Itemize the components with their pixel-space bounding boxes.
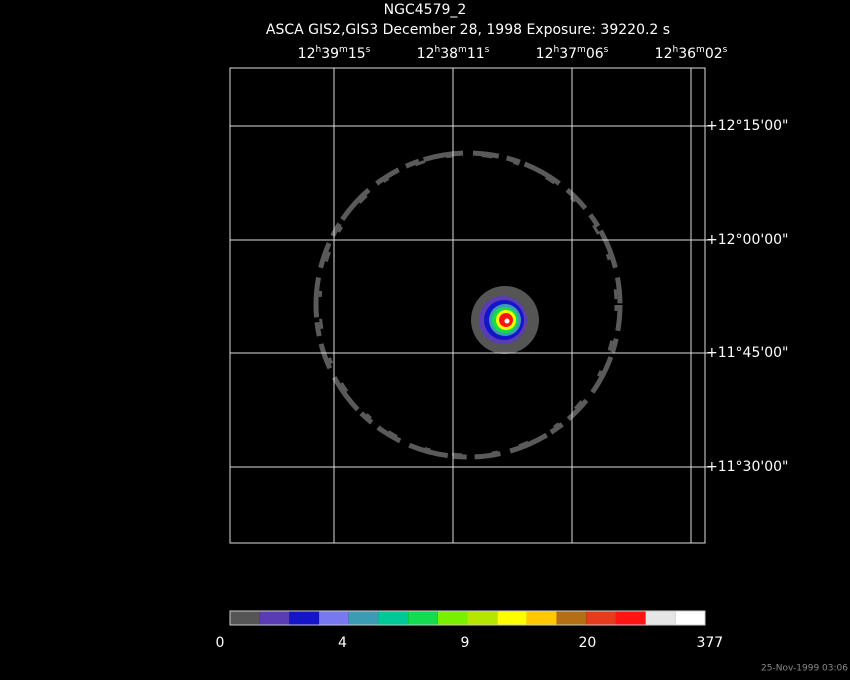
dec-label: +12°00'00" — [706, 232, 788, 248]
colorbar-swatch — [497, 611, 527, 625]
colorbar-swatch — [408, 611, 438, 625]
colorbar-swatch — [645, 611, 676, 625]
ra-label: 12h38m11s — [417, 45, 490, 63]
ra-unit: h — [315, 45, 321, 55]
ra-unit: m — [339, 45, 348, 55]
ra-unit: s — [366, 45, 371, 55]
ring — [313, 150, 623, 460]
ra-number: 37 — [559, 46, 577, 62]
colorbar-frame — [229, 610, 706, 626]
ra-number: 02 — [705, 46, 723, 62]
colorbar-label: 20 — [578, 635, 596, 651]
ra-label: 12h39m15s — [298, 45, 371, 63]
colorbar-swatch — [378, 611, 409, 625]
colorbar-label: 377 — [696, 635, 723, 651]
colorbar-swatch — [467, 611, 498, 625]
colorbar-label: 9 — [460, 635, 469, 651]
ra-unit: m — [696, 45, 705, 55]
colorbar-swatch — [556, 611, 587, 625]
colorbar-swatch — [615, 611, 646, 625]
ra-unit: m — [577, 45, 586, 55]
dec-label: +11°45'00" — [706, 345, 788, 361]
source — [471, 286, 539, 354]
ra-number: 11 — [467, 46, 485, 62]
detector-ring — [313, 150, 623, 460]
colorbar-swatch — [230, 611, 260, 625]
image-panel — [229, 67, 712, 544]
ra-number: 06 — [586, 46, 604, 62]
title: NGC4579_2 — [384, 2, 467, 18]
colorbar-swatch — [526, 611, 557, 625]
timestamp: 25-Nov-1999 03:06 — [761, 664, 848, 674]
ra-number: 12 — [417, 46, 435, 62]
ra-unit: s — [723, 45, 728, 55]
coordinate-grid — [230, 68, 712, 543]
colorbar-swatch — [675, 611, 705, 625]
colorbar-swatch — [259, 611, 290, 625]
image-frame — [229, 67, 706, 544]
ra-unit: h — [672, 45, 678, 55]
dec-label: +11°30'00" — [706, 459, 788, 475]
ra-unit: m — [458, 45, 467, 55]
ra-number: 15 — [348, 46, 366, 62]
dec-label: +12°15'00" — [706, 118, 788, 134]
ra-number: 12 — [655, 46, 673, 62]
ra-label: 12h36m02s — [655, 45, 728, 63]
ra-unit: h — [553, 45, 559, 55]
colorbar-swatch — [437, 611, 468, 625]
ra-unit: s — [604, 45, 609, 55]
ra-number: 39 — [321, 46, 339, 62]
subtitle: ASCA GIS2,GIS3 December 28, 1998 Exposur… — [266, 22, 670, 38]
ra-number: 12 — [298, 46, 316, 62]
colorbar-swatch — [348, 611, 379, 625]
colorbar-label: 4 — [338, 635, 347, 651]
ra-number: 36 — [678, 46, 696, 62]
colorbar-swatch — [319, 611, 349, 625]
source-peak — [504, 318, 510, 324]
colorbar-swatch — [289, 611, 320, 625]
ra-unit: s — [485, 45, 490, 55]
colorbar-label: 0 — [216, 635, 225, 651]
ring-inner — [318, 153, 618, 457]
ra-unit: h — [434, 45, 440, 55]
ra-number: 38 — [440, 46, 458, 62]
ra-number: 12 — [536, 46, 554, 62]
colorbar-swatch — [586, 611, 616, 625]
ra-label: 12h37m06s — [536, 45, 609, 63]
